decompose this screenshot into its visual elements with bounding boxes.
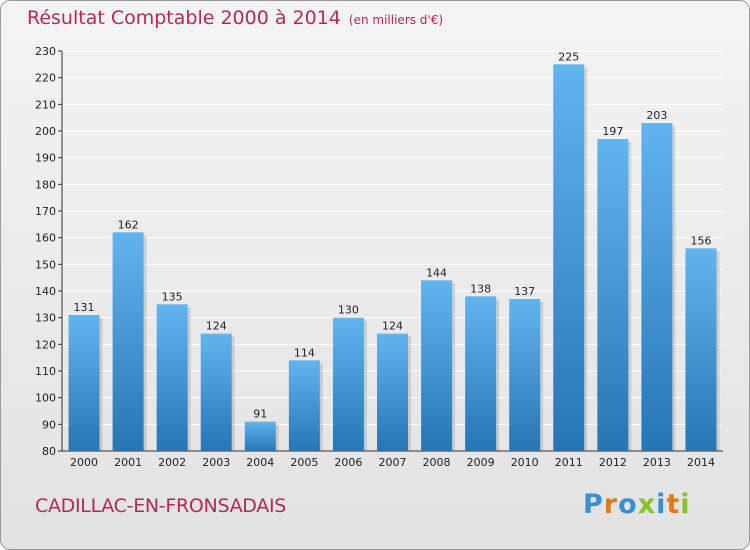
chart-title: Résultat Comptable 2000 à 2014 (en millie… bbox=[27, 7, 443, 29]
logo-letter: r bbox=[603, 489, 619, 520]
x-tick-label: 2001 bbox=[114, 456, 142, 469]
x-tick-label: 2010 bbox=[511, 456, 539, 469]
bar-2009 bbox=[465, 296, 497, 451]
value-label: 91 bbox=[253, 408, 267, 421]
value-label: 144 bbox=[426, 266, 447, 279]
x-tick-label: 2008 bbox=[423, 456, 451, 469]
value-label: 130 bbox=[338, 304, 359, 317]
x-tick-label: 2002 bbox=[158, 456, 186, 469]
y-tick-label: 220 bbox=[35, 72, 56, 85]
x-tick-label: 2014 bbox=[687, 456, 715, 469]
bar-2010 bbox=[509, 299, 541, 451]
x-tick-label: 2009 bbox=[467, 456, 495, 469]
logo-letter: t bbox=[666, 489, 681, 520]
bar-2012 bbox=[597, 139, 629, 451]
bar-2001 bbox=[112, 232, 144, 451]
value-label: 197 bbox=[602, 125, 623, 138]
x-tick-label: 2012 bbox=[599, 456, 627, 469]
bars bbox=[68, 64, 720, 452]
value-label: 162 bbox=[118, 218, 139, 231]
bar-2004 bbox=[244, 421, 276, 451]
bar-2008 bbox=[421, 280, 453, 451]
bar-2000 bbox=[68, 315, 100, 451]
bar-2011 bbox=[553, 64, 585, 452]
bar-2002 bbox=[156, 304, 188, 451]
value-label: 135 bbox=[162, 290, 183, 303]
y-tick-label: 180 bbox=[35, 178, 56, 191]
y-tick-label: 150 bbox=[35, 258, 56, 271]
chart-title-text: Résultat Comptable 2000 à 2014 bbox=[27, 7, 341, 29]
y-tick-label: 120 bbox=[35, 338, 56, 351]
y-tick-label: 110 bbox=[35, 365, 56, 378]
value-label: 131 bbox=[74, 301, 95, 314]
y-tick-label: 190 bbox=[35, 152, 56, 165]
y-tick-label: 200 bbox=[35, 125, 56, 138]
y-tick-label: 140 bbox=[35, 285, 56, 298]
y-tick-label: 230 bbox=[35, 45, 56, 58]
logo-letter: P bbox=[583, 489, 604, 520]
logo-letter: o bbox=[618, 489, 638, 520]
bar-2006 bbox=[332, 317, 364, 451]
y-tick-label: 160 bbox=[35, 232, 56, 245]
commune-name: CADILLAC-EN-FRONSADAIS bbox=[35, 495, 287, 517]
y-tick-label: 170 bbox=[35, 205, 56, 218]
value-label: 156 bbox=[690, 234, 711, 247]
chart-subtitle: (en milliers d'€) bbox=[348, 13, 444, 27]
x-tick-label: 2004 bbox=[246, 456, 274, 469]
logo-letter: x bbox=[637, 489, 657, 520]
value-label: 225 bbox=[558, 50, 579, 63]
x-tick-label: 2013 bbox=[643, 456, 671, 469]
value-label: 124 bbox=[206, 320, 227, 333]
y-tick-label: 80 bbox=[42, 445, 56, 458]
proxiti-logo[interactable]: Proxiti bbox=[583, 489, 691, 520]
y-tick-label: 210 bbox=[35, 98, 56, 111]
x-tick-label: 2011 bbox=[555, 456, 583, 469]
y-tick-label: 90 bbox=[42, 418, 56, 431]
bar-2014 bbox=[685, 248, 717, 451]
y-tick-label: 130 bbox=[35, 312, 56, 325]
logo-letter: i bbox=[656, 489, 667, 520]
y-tick-label: 100 bbox=[35, 392, 56, 405]
value-label: 137 bbox=[514, 285, 535, 298]
x-tick-label: 2006 bbox=[334, 456, 362, 469]
value-label: 138 bbox=[470, 282, 491, 295]
bar-2013 bbox=[641, 123, 673, 451]
x-tick-label: 2007 bbox=[379, 456, 407, 469]
value-label: 124 bbox=[382, 320, 403, 333]
value-label: 114 bbox=[294, 346, 315, 359]
x-tick-label: 2000 bbox=[70, 456, 98, 469]
bar-2007 bbox=[377, 333, 408, 451]
value-label: 203 bbox=[646, 109, 667, 122]
x-tick-label: 2003 bbox=[202, 456, 230, 469]
logo-letter: i bbox=[680, 489, 691, 520]
bar-2003 bbox=[200, 333, 232, 451]
labels: 80 90 100 110 120 130 140 150 160 170 180 190 200 210… bbox=[35, 45, 715, 469]
x-tick-label: 2005 bbox=[290, 456, 318, 469]
bar-2005 bbox=[288, 360, 320, 451]
